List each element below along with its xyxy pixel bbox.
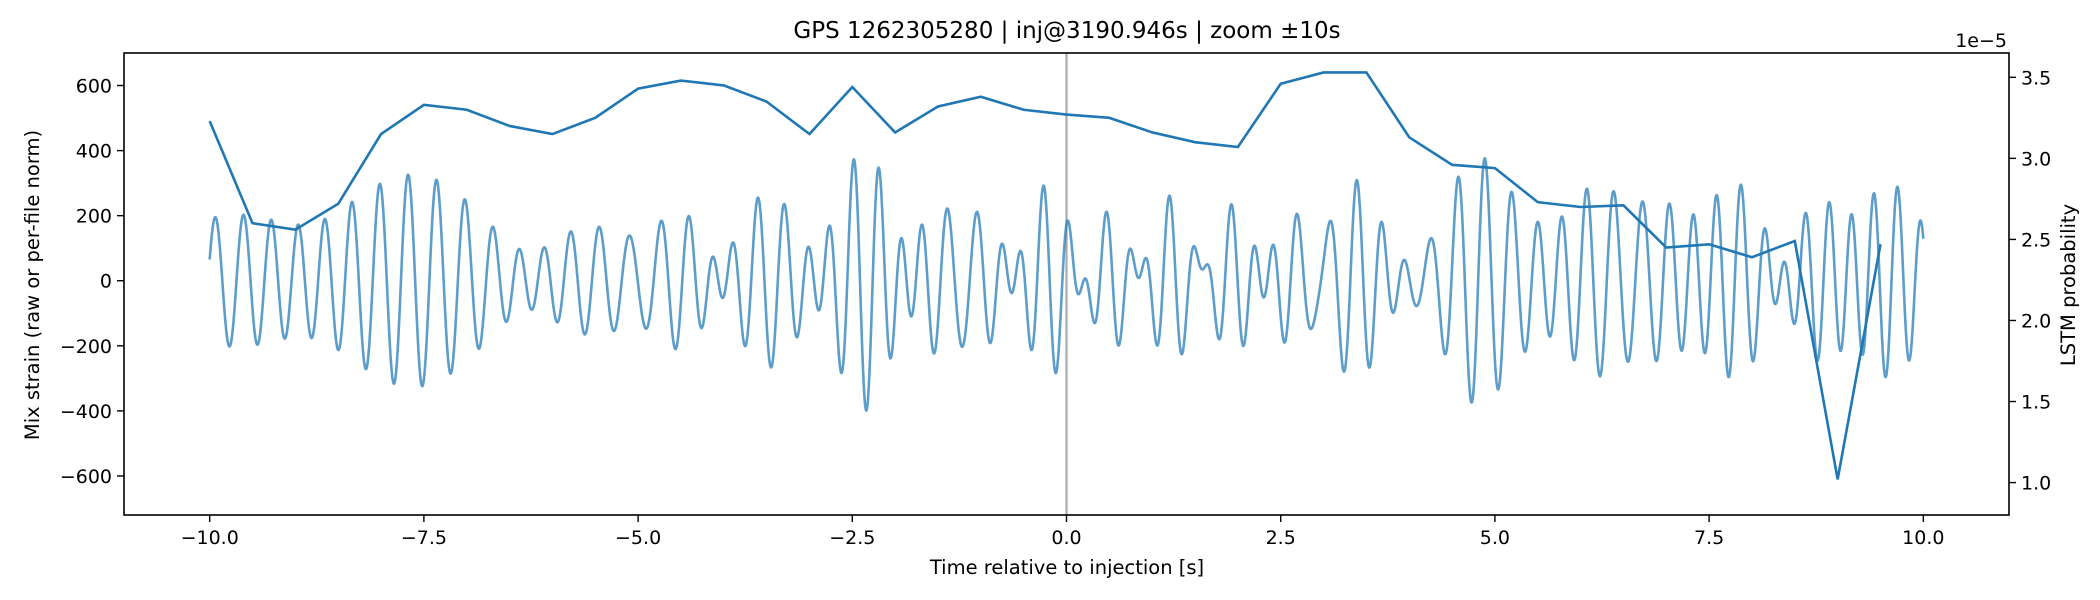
y-right-tick-label: 1.0 bbox=[2021, 473, 2051, 495]
y-axis-right-label: LSTM probability bbox=[2057, 204, 2080, 366]
y-left-tick-label: −400 bbox=[60, 401, 112, 423]
y-left-tick-label: −600 bbox=[60, 466, 112, 488]
x-tick-label: 5.0 bbox=[1480, 527, 1510, 549]
y-left-tick-label: 600 bbox=[76, 76, 112, 98]
x-tick-label: 2.5 bbox=[1266, 527, 1296, 549]
x-tick-label: −2.5 bbox=[829, 527, 875, 549]
plot-area: −10.0 −7.5 −5.0 −2.5 0.0 2.5 5.0 7.5 10.0 −600 −40… bbox=[60, 52, 2051, 549]
y-left-tick-label: 400 bbox=[76, 141, 112, 163]
x-tick-label: 7.5 bbox=[1694, 527, 1724, 549]
y-left-tick-label: 0 bbox=[100, 271, 112, 293]
y-axis-right-offset-label: 1e−5 bbox=[1955, 30, 2007, 52]
x-tick-label: −10.0 bbox=[181, 527, 239, 549]
x-tick-label: −5.0 bbox=[615, 527, 661, 549]
x-axis-label: Time relative to injection [s] bbox=[929, 556, 1204, 579]
lstm-probability-line bbox=[208, 71, 1882, 480]
chart-title: GPS 1262305280 | inj@3190.946s | zoom ±1… bbox=[793, 18, 1340, 44]
y-left-tick-label: −200 bbox=[60, 336, 112, 358]
y-right-tick-label: 3.0 bbox=[2021, 148, 2051, 170]
strain-series-line bbox=[208, 156, 1925, 412]
x-tick-label: −7.5 bbox=[401, 527, 447, 549]
x-tick-label: 0.0 bbox=[1051, 527, 1081, 549]
y-left-tick-label: 200 bbox=[76, 206, 112, 228]
y-right-tick-label: 2.0 bbox=[2021, 310, 2051, 332]
y-right-tick-label: 2.5 bbox=[2021, 229, 2051, 251]
y-axis-left-label: Mix strain (raw or per-file norm) bbox=[21, 130, 44, 440]
x-tick-label: 10.0 bbox=[1902, 527, 1944, 549]
y-right-tick-label: 3.5 bbox=[2021, 67, 2051, 89]
y-right-tick-label: 1.5 bbox=[2021, 392, 2051, 414]
